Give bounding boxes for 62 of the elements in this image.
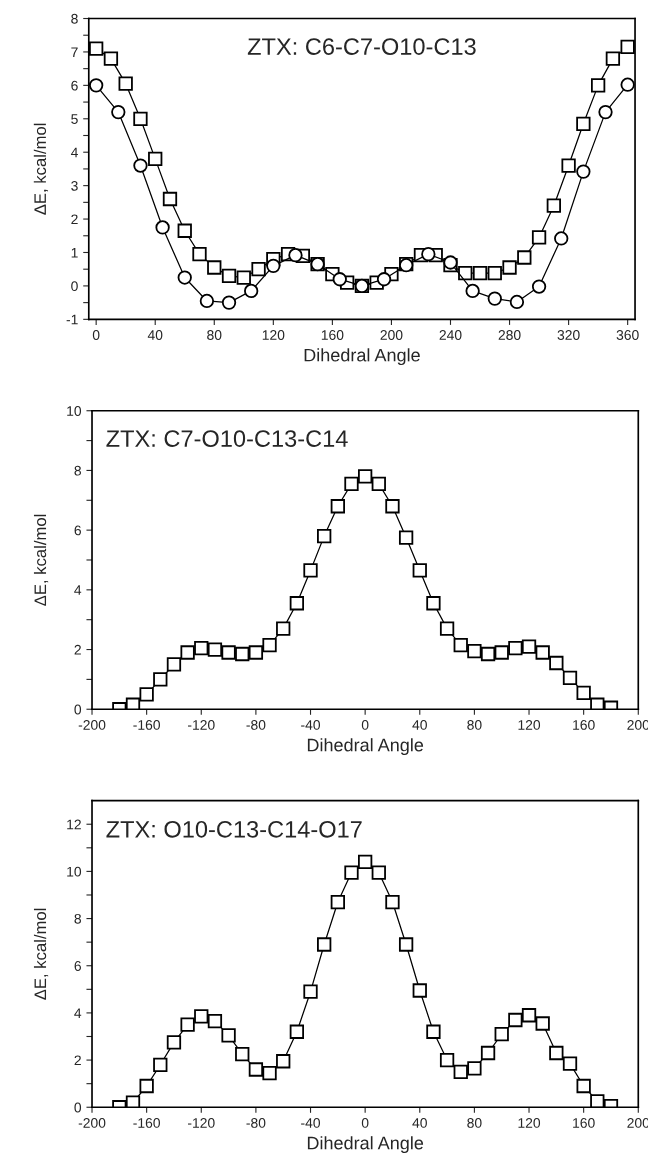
x-tick-label: 0 (361, 720, 369, 730)
x-tick-label: -40 (301, 1118, 321, 1128)
x-axis-title: Dihedral Angle (307, 738, 424, 755)
x-tick-label: 80 (467, 720, 482, 730)
x-axis-title: Dihedral Angle (304, 348, 420, 366)
x-tick-label: 120 (518, 1118, 541, 1128)
y-tick-label: 10 (67, 406, 82, 416)
x-tick-label: -80 (246, 1118, 266, 1128)
text: ZTX: C7-O10-C13-C14 (106, 430, 348, 447)
y-tick-label: 0 (74, 1102, 82, 1113)
y-tick-label: 8 (74, 913, 81, 924)
y-tick-label: 2 (74, 1055, 81, 1066)
x-tick-label: 80 (207, 330, 222, 340)
x-tick-label: 80 (467, 1118, 482, 1128)
x-tick-label: 240 (439, 330, 462, 340)
x-axis-title: Dihedral Angle (307, 1136, 424, 1153)
text: ZTX: O10-C13-C14-O17 (106, 820, 362, 838)
y-tick-label: 8 (74, 465, 81, 476)
y-tick-label: 4 (74, 585, 82, 595)
x-tick-label: 160 (573, 720, 595, 730)
x-tick-label: -80 (246, 720, 266, 730)
y-tick-label: 0 (71, 281, 78, 292)
x-tick-label: 200 (380, 330, 403, 340)
x-tick-label: 40 (147, 330, 163, 340)
y-tick-label: 4 (74, 1008, 82, 1018)
x-tick-label: 160 (573, 1118, 595, 1128)
y-tick-label: 6 (74, 525, 81, 536)
x-tick-label: -40 (301, 720, 321, 730)
y-tick-label: 0 (74, 704, 82, 715)
y-tick-label: 4 (70, 147, 78, 158)
y-tick-label: 7 (71, 47, 78, 57)
x-tick-label: 0 (361, 1118, 369, 1128)
y-tick-label: 10 (67, 866, 82, 877)
y-tick-label: -1 (66, 314, 78, 325)
y-axis-title: ΔE, kcal/mol (33, 123, 49, 215)
y-tick-label: 12 (67, 819, 81, 830)
x-tick-label: 360 (616, 330, 639, 340)
y-axis-title: ΔE, kcal/mol (33, 908, 49, 1000)
y-tick-label: 6 (71, 80, 78, 91)
x-tick-label: -200 (78, 720, 106, 730)
x-tick-label: 0 (92, 330, 100, 340)
x-tick-label: 120 (262, 330, 285, 340)
y-axis-title: ΔE, kcal/mol (33, 514, 49, 606)
x-tick-label: 280 (498, 330, 521, 340)
y-tick-label: 8 (71, 13, 78, 24)
y-tick-label: 2 (71, 214, 78, 225)
x-tick-label: 120 (518, 720, 541, 730)
y-tick-label: 3 (71, 180, 78, 191)
x-tick-label: 40 (412, 720, 427, 730)
y-tick-label: 1 (71, 247, 78, 258)
y-tick-label: 5 (71, 114, 78, 124)
x-tick-label: -120 (187, 1118, 215, 1128)
y-tick-label: 2 (74, 644, 81, 655)
y-tick-label: 6 (74, 961, 81, 971)
x-tick-label: -120 (187, 720, 215, 730)
text: ZTX: C6-C7-O10-C13 (247, 38, 476, 55)
x-tick-label: -200 (78, 1118, 106, 1128)
x-tick-label: 160 (321, 330, 344, 340)
x-tick-label: 320 (557, 330, 580, 340)
x-tick-label: -160 (133, 720, 160, 730)
x-tick-label: -160 (133, 1118, 160, 1128)
x-tick-label: 40 (412, 1118, 427, 1128)
